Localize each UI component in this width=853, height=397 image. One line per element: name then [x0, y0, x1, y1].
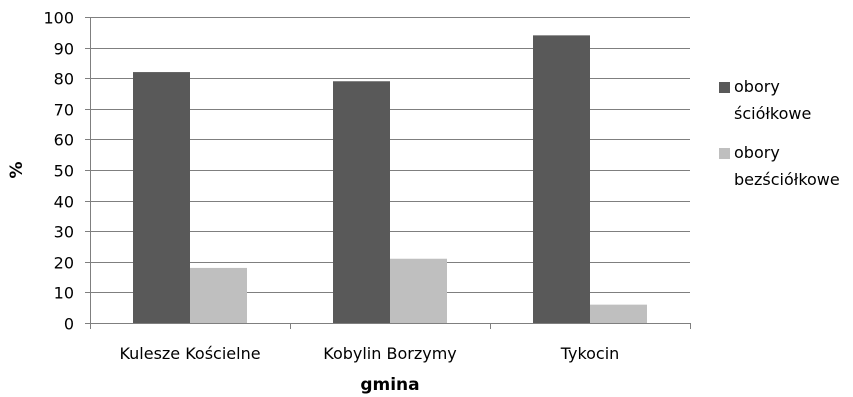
y-tick-label: 100: [43, 9, 74, 28]
bar: [133, 72, 190, 323]
y-tick-label: 10: [54, 284, 74, 303]
x-axis-title: gmina: [360, 375, 419, 395]
y-tick-label: 80: [54, 70, 74, 89]
bar: [590, 304, 647, 323]
legend-label: ściółkowe: [734, 104, 811, 123]
bar: [333, 81, 390, 323]
y-tick-label: 30: [54, 223, 74, 242]
legend-swatch: [719, 148, 730, 159]
legend-label: obory: [734, 143, 780, 162]
y-tick-labels: 0 10 20 30 40 50 60 70 80 90 100: [43, 9, 74, 334]
bar: [190, 267, 247, 323]
y-tick-label: 70: [54, 101, 74, 120]
y-tick-label: 0: [64, 315, 74, 334]
y-tick-label: 90: [54, 40, 74, 59]
bar: [390, 258, 447, 323]
x-tick-labels: Kulesze Kościelne Kobylin Borzymy Tykocin: [119, 344, 619, 363]
y-axis-title: %: [7, 161, 27, 178]
x-tick-label: Tykocin: [560, 344, 620, 363]
y-tick-label: 20: [54, 254, 74, 273]
y-tick-label: 60: [54, 131, 74, 150]
y-tick-label: 50: [54, 162, 74, 181]
legend-label: obory: [734, 77, 780, 96]
bars: [133, 35, 647, 324]
legend-swatch: [719, 82, 730, 93]
bar: [533, 35, 590, 324]
x-tick-label: Kulesze Kościelne: [119, 344, 260, 363]
legend-label: bezściółkowe: [734, 170, 840, 189]
legend: obory ściółkowe obory bezściółkowe: [719, 77, 840, 189]
x-tick-label: Kobylin Borzymy: [323, 344, 457, 363]
y-tick-label: 40: [54, 193, 74, 212]
axes: [85, 17, 691, 329]
